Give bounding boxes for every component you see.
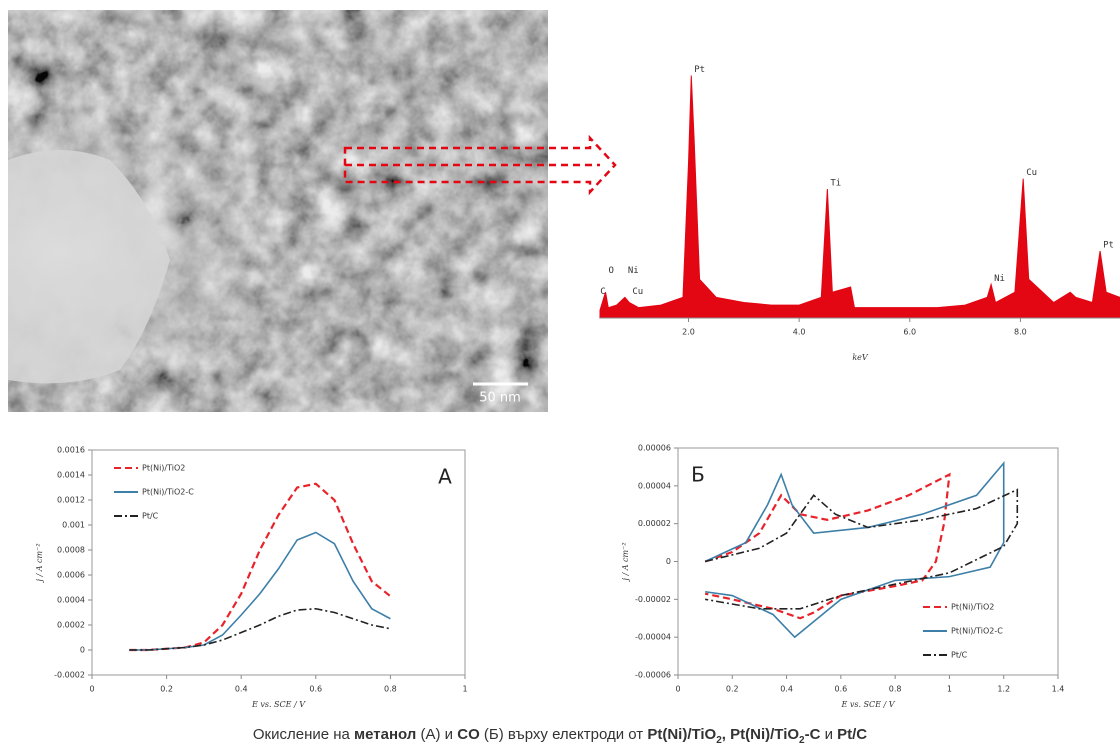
y-tick-label: -0.00002 xyxy=(635,595,671,604)
caption-part: CO xyxy=(457,726,480,743)
legend-label: Pt/C xyxy=(142,512,159,521)
peak-label: C xyxy=(600,287,605,297)
y-tick-label: 0.0016 xyxy=(57,446,85,455)
y-axis-label: j / A cm⁻² xyxy=(621,542,630,582)
tem-image: 50 nm xyxy=(8,10,548,412)
y-tick-label: -0.00004 xyxy=(635,633,671,642)
caption-part: Окисление на xyxy=(253,726,354,743)
series-line xyxy=(129,533,390,651)
peak-label: Pt xyxy=(1103,240,1114,250)
series-line xyxy=(129,609,390,650)
x-tick-label: 0.8 xyxy=(889,685,902,694)
x-tick-label: 1 xyxy=(462,685,467,694)
caption-part: (Б) върху електроди от xyxy=(480,726,648,743)
x-tick-label: 0.6 xyxy=(834,685,847,694)
x-tick-label: 8.0 xyxy=(1014,328,1027,337)
x-tick-label: 0 xyxy=(675,685,680,694)
x-axis-label: E vs. SCE / V xyxy=(840,700,895,709)
y-tick-label: 0.0006 xyxy=(57,571,85,580)
y-tick-label: -0.00006 xyxy=(635,671,671,680)
x-tick-label: 1.4 xyxy=(1052,685,1065,694)
caption: Окисление на метанол (А) и CO (Б) върху … xyxy=(0,726,1120,746)
plot-frame xyxy=(678,448,1058,675)
caption-part: Pt(Ni)/TiO xyxy=(647,726,716,743)
x-tick-label: 6.0 xyxy=(903,328,916,337)
y-tick-label: 0.0012 xyxy=(57,496,85,505)
x-tick-label: 0.4 xyxy=(235,685,248,694)
series-line xyxy=(705,490,1017,609)
chart: 2.0 4.0 6.0 8.0 keV C O Ni Cu Pt Ti Ni Cu Pt xyxy=(600,65,1120,362)
y-tick-label: 0.0004 xyxy=(57,596,85,605)
legend-label: Pt(Ni)/TiO2-C xyxy=(951,627,1003,636)
chart: 0 0.2 0.4 0.6 0.8 1 1.2 1.4 -0.00006 -0.00004 -0.0… xyxy=(621,444,1064,710)
peak-label: Pt xyxy=(694,65,705,75)
caption-part: и xyxy=(820,726,837,743)
x-tick-label: 0 xyxy=(89,685,94,694)
y-tick-label: 0 xyxy=(80,646,85,655)
x-tick-label: 0.2 xyxy=(726,685,739,694)
y-tick-label: -0.0002 xyxy=(54,671,85,680)
caption-part: Pt(Ni)/TiO xyxy=(730,726,799,743)
x-axis-label: keV xyxy=(852,353,869,362)
y-tick-label: 0 xyxy=(666,557,671,566)
x-axis-label: E vs. SCE / V xyxy=(251,700,306,709)
scale-bar-label: 50 nm xyxy=(479,391,521,406)
x-tick-label: 0.4 xyxy=(780,685,793,694)
legend-label: Pt(Ni)/TiO2 xyxy=(951,603,994,612)
peak-label: Cu xyxy=(1026,168,1037,178)
caption-part: -C xyxy=(805,726,821,743)
y-tick-label: 0.0002 xyxy=(57,621,85,630)
panel-label: Б xyxy=(691,463,705,487)
caption-part: (А) и xyxy=(416,726,457,743)
caption-part: , xyxy=(722,726,730,743)
page: 50 nm 2.04.06.08.0keVCONiCuPtTiNiCuPt00.… xyxy=(0,0,1120,749)
y-tick-label: 0.001 xyxy=(62,521,85,530)
y-tick-label: 0.00004 xyxy=(638,481,671,490)
y-axis-label: j / A cm⁻² xyxy=(35,543,44,583)
legend-label: Pt(Ni)/TiO2 xyxy=(142,464,185,473)
plot-frame xyxy=(92,450,465,675)
legend-label: Pt(Ni)/TiO2-C xyxy=(142,488,194,497)
x-tick-label: 1 xyxy=(947,685,952,694)
y-tick-label: 0.0008 xyxy=(57,546,85,555)
peak-label: Ni xyxy=(628,266,639,276)
x-tick-label: 1.2 xyxy=(997,685,1010,694)
x-tick-label: 0.2 xyxy=(160,685,173,694)
x-tick-label: 0.8 xyxy=(384,685,397,694)
peak-label: Cu xyxy=(632,287,643,297)
peak-label: O xyxy=(609,266,614,276)
peak-label: Ni xyxy=(994,274,1005,284)
series-line xyxy=(705,474,949,618)
y-tick-label: 0.0014 xyxy=(57,471,85,480)
peak-label: Ti xyxy=(830,179,841,189)
caption-part: Pt/C xyxy=(837,726,867,743)
legend-label: Pt/C xyxy=(951,651,968,660)
panel-label: А xyxy=(438,465,452,489)
y-tick-label: 0.00002 xyxy=(638,519,671,528)
spectrum xyxy=(600,75,1120,318)
x-tick-label: 0.6 xyxy=(309,685,322,694)
chart: 0 0.2 0.4 0.6 0.8 1 -0.0002 0 0.0002 0.0004 0.0006… xyxy=(35,446,468,710)
figure: 50 nm 2.04.06.08.0keVCONiCuPtTiNiCuPt00.… xyxy=(0,0,1120,749)
y-tick-label: 0.00006 xyxy=(638,444,671,453)
x-tick-label: 2.0 xyxy=(682,328,695,337)
caption-part: метанол xyxy=(354,726,416,743)
x-tick-label: 4.0 xyxy=(793,328,806,337)
